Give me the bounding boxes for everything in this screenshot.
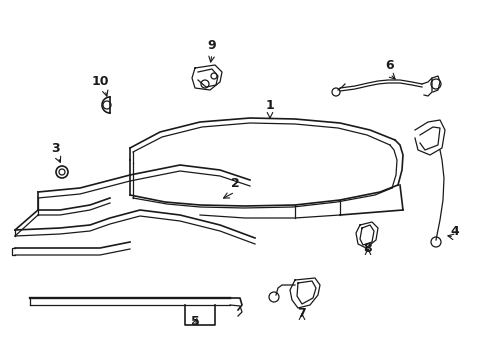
Text: 5: 5 [190,315,199,328]
Text: 3: 3 [51,142,59,155]
Text: 2: 2 [230,177,239,190]
Text: 4: 4 [450,225,458,238]
Text: 1: 1 [265,99,274,112]
Text: 7: 7 [297,307,306,320]
Text: 10: 10 [91,75,108,88]
Text: 6: 6 [385,59,393,72]
Text: 9: 9 [207,39,216,52]
Text: 8: 8 [363,242,371,255]
